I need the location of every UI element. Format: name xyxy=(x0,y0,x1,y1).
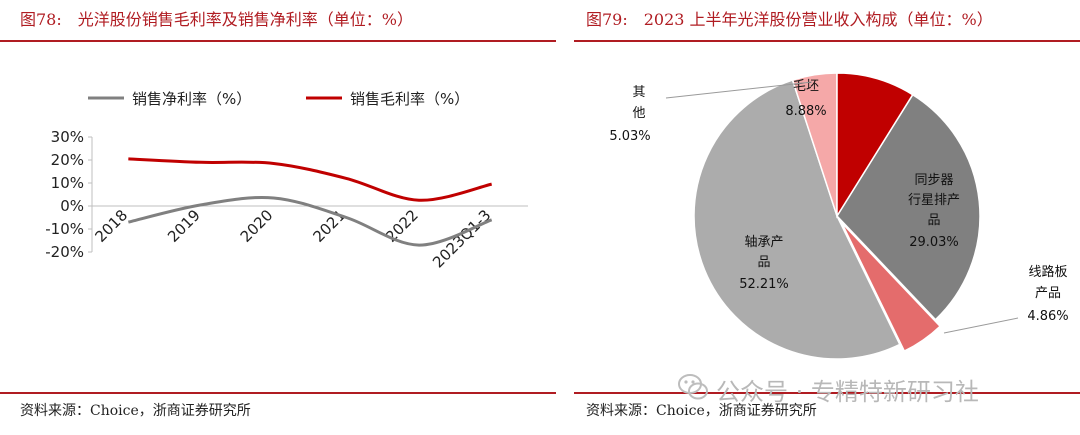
y-tick-label: -20% xyxy=(45,243,84,261)
legend-label: 销售净利率（%） xyxy=(132,90,251,108)
y-tick-label: 20% xyxy=(51,151,84,169)
x-tick-label: 2018 xyxy=(91,206,131,246)
line-chart-panel: 图78: 光洋股份销售毛利率及销售净利率（单位：%） 30% 20% 10% 0% -1… xyxy=(0,10,556,419)
x-tick-label: 2023Q1-3 xyxy=(429,206,494,271)
leader-line-pcb xyxy=(943,317,1019,334)
leader-line-other xyxy=(665,81,813,99)
pie-slice xyxy=(693,79,901,360)
slice-label-pcb: 产品 xyxy=(1035,286,1061,301)
slice-label-other: 他 xyxy=(632,106,645,121)
source-rule xyxy=(574,392,1080,394)
x-tick-label: 2020 xyxy=(237,206,277,246)
line-chart-source: 资料来源：Choice，浙商证券研究所 xyxy=(20,403,251,419)
slice-label-other: 其 xyxy=(632,85,645,100)
pie-chart-panel: 图79: 2023 上半年光洋股份营业收入构成（单位：%） 同步器行星排产品 29… xyxy=(574,0,1080,435)
x-tick-label: 2022 xyxy=(382,206,422,246)
source-rule xyxy=(0,392,556,394)
series-line-gross-margin xyxy=(128,157,493,202)
wechat-icon xyxy=(678,374,708,400)
title-rule xyxy=(0,40,556,42)
y-tick-label: 10% xyxy=(51,174,84,192)
pie-slice xyxy=(836,93,981,321)
pie-slice xyxy=(836,72,914,219)
line-chart: 30%20%10%0%-10%-20%2018 2019 2020 2021 2022 2… xyxy=(45,90,528,271)
line-chart-title: 图78: 光洋股份销售毛利率及销售净利率（单位：%） xyxy=(20,10,413,29)
pie-chart-source: 资料来源：Choice，浙商证券研究所 xyxy=(586,403,817,419)
legend-label: 销售毛利率（%） xyxy=(350,90,469,108)
slice-value-other: 5.03% xyxy=(609,129,650,144)
series-line-net-margin xyxy=(127,195,493,247)
y-tick-label: 30% xyxy=(51,128,84,146)
slice-label-pcb: 线路板 xyxy=(1028,264,1067,280)
title-rule xyxy=(574,40,1080,42)
y-tick-label: 0% xyxy=(60,197,84,215)
pie-slice xyxy=(840,222,942,353)
slice-value-pcb: 4.86% xyxy=(1027,309,1068,324)
pie-chart-title: 图79: 2023 上半年光洋股份营业收入构成（单位：%） xyxy=(586,10,993,29)
slice-label-synchronizer: 同步器行星排产品 29.03% xyxy=(908,173,960,250)
watermark-text: 公众号 · 专精特新研习社 xyxy=(716,378,979,406)
slice-label-bearing: 轴承产品 52.21% xyxy=(739,235,789,292)
pie-chart: 同步器行星排产品 29.03% 轴承产品 52.21% 毛坯 8.88% 其他 5.03% 线路… xyxy=(609,72,1069,360)
slice-value-blank: 8.88% xyxy=(785,104,826,119)
y-tick-label: -10% xyxy=(45,220,84,238)
slice-label-blank: 毛坯 xyxy=(793,79,819,94)
